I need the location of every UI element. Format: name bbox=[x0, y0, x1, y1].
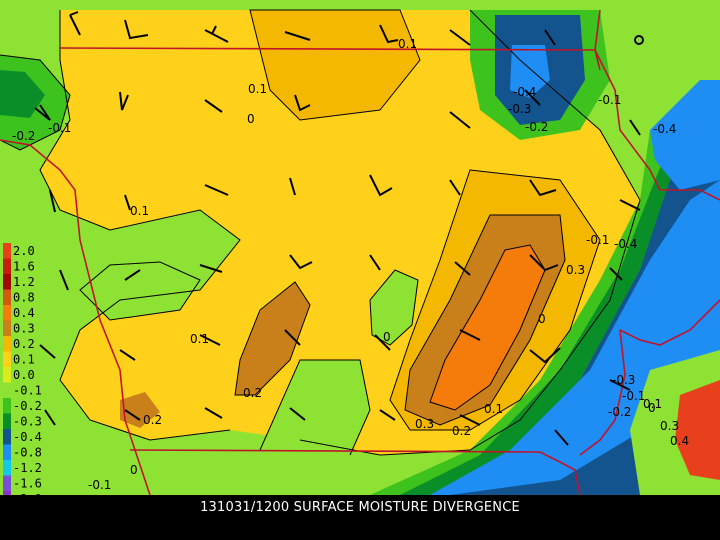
contour-label: 0.3 bbox=[660, 419, 679, 433]
contour-label: 0 bbox=[538, 312, 546, 326]
contour-label: -0.3 bbox=[508, 102, 531, 116]
legend-swatch bbox=[3, 429, 11, 445]
contour-label: 0.3 bbox=[566, 263, 585, 277]
zone-negative-west-core bbox=[0, 70, 45, 118]
contour-label: 0.1 bbox=[248, 82, 267, 96]
contour-label: -0.4 bbox=[614, 237, 637, 251]
legend-label: 1.6 bbox=[13, 260, 35, 274]
legend-swatch bbox=[3, 243, 11, 259]
legend-label: 0.4 bbox=[13, 306, 35, 320]
legend-swatch bbox=[3, 475, 11, 491]
contour-label: -0.1 bbox=[88, 478, 111, 492]
legend-label: -0.1 bbox=[13, 384, 42, 398]
legend-label: -2.0 bbox=[13, 492, 42, 495]
contour-label: 0 bbox=[130, 463, 138, 477]
color-legend: 2.01.61.20.80.40.30.20.10.0-0.1-0.2-0.3-… bbox=[3, 243, 42, 495]
contour-label: -0.4 bbox=[513, 85, 536, 99]
legend-swatch bbox=[3, 274, 11, 290]
map-caption: 131031/1200 SURFACE MOISTURE DIVERGENCE bbox=[200, 500, 520, 515]
contour-lines bbox=[0, 9, 641, 456]
zone-negative-ne-blue bbox=[650, 80, 720, 190]
legend-label: -0.4 bbox=[13, 430, 42, 444]
zone-blob-center bbox=[370, 270, 418, 345]
contour-label: 0.1 bbox=[484, 402, 503, 416]
contour-label: 0.2 bbox=[452, 424, 471, 438]
contour-label: 0.2 bbox=[243, 386, 262, 400]
legend-swatch bbox=[3, 413, 11, 429]
zone-positive-0.3c bbox=[120, 392, 160, 428]
legend-swatch bbox=[3, 460, 11, 476]
contour-label: 0 bbox=[648, 401, 656, 415]
contour-label: -0.1 bbox=[586, 233, 609, 247]
wind-barbs bbox=[34, 11, 641, 446]
contour-label: 0.1 bbox=[643, 397, 662, 411]
contour-label: -0.2 bbox=[608, 405, 631, 419]
state-borders bbox=[0, 9, 720, 495]
contour-label: 0.2 bbox=[143, 413, 162, 427]
legend-label: 0.3 bbox=[13, 322, 35, 336]
contour-label: 0.1 bbox=[190, 332, 209, 346]
legend-label: 0.0 bbox=[13, 368, 35, 382]
contour-label: -0.1 bbox=[598, 93, 621, 107]
contour-label: 0.4 bbox=[670, 434, 689, 448]
legend-swatch bbox=[3, 444, 11, 460]
legend-swatch bbox=[3, 491, 11, 495]
legend-label: 0.2 bbox=[13, 337, 35, 351]
zone-negative-north-blue bbox=[510, 45, 550, 98]
contour-label: 0 bbox=[247, 112, 255, 126]
contour-label: -0.2 bbox=[525, 120, 548, 134]
legend-label: 0.1 bbox=[13, 353, 35, 367]
legend-swatch bbox=[3, 382, 11, 398]
legend-label: -0.8 bbox=[13, 446, 42, 460]
zone-positive-east-core bbox=[675, 380, 720, 480]
contour-label: -0.4 bbox=[653, 122, 676, 136]
contour-labels: 0.1 0.1 0 -0.2 -0.1 -0.4 -0.3 -0.2 -0.1 … bbox=[12, 37, 689, 492]
zone-positive-0.4 bbox=[430, 245, 545, 410]
legend-swatch bbox=[3, 305, 11, 321]
legend-swatch bbox=[3, 289, 11, 305]
contour-label: -0.1 bbox=[622, 389, 645, 403]
legend-label: -1.2 bbox=[13, 461, 42, 475]
legend-label: -0.3 bbox=[13, 415, 42, 429]
contour-label: -0.1 bbox=[48, 121, 71, 135]
legend-swatch bbox=[3, 367, 11, 383]
legend-label: 2.0 bbox=[13, 244, 35, 258]
contour-label: 0.1 bbox=[130, 204, 149, 218]
contour-label: 0 bbox=[383, 330, 391, 344]
legend-label: 0.8 bbox=[13, 291, 35, 305]
contour-label: 0.1 bbox=[398, 37, 417, 51]
contour-label: -0.3 bbox=[612, 373, 635, 387]
zone-positive-0.3b bbox=[235, 282, 310, 395]
contour-label: 0.3 bbox=[415, 417, 434, 431]
legend-swatch bbox=[3, 258, 11, 274]
legend-swatch bbox=[3, 336, 11, 352]
legend-label: 1.2 bbox=[13, 275, 35, 289]
contour-label: -0.2 bbox=[12, 129, 35, 143]
legend-label: -0.2 bbox=[13, 399, 42, 413]
legend-swatch bbox=[3, 398, 11, 414]
legend-swatch bbox=[3, 351, 11, 367]
moisture-divergence-map: 0.1 0.1 0 -0.2 -0.1 -0.4 -0.3 -0.2 -0.1 … bbox=[0, 0, 720, 495]
zone-blob-mid bbox=[80, 262, 200, 320]
zone-negative-south bbox=[260, 360, 370, 455]
station-marker bbox=[634, 35, 644, 45]
zone-positive-0.2 bbox=[250, 10, 420, 120]
legend-swatch bbox=[3, 320, 11, 336]
legend-label: -1.6 bbox=[13, 477, 42, 491]
